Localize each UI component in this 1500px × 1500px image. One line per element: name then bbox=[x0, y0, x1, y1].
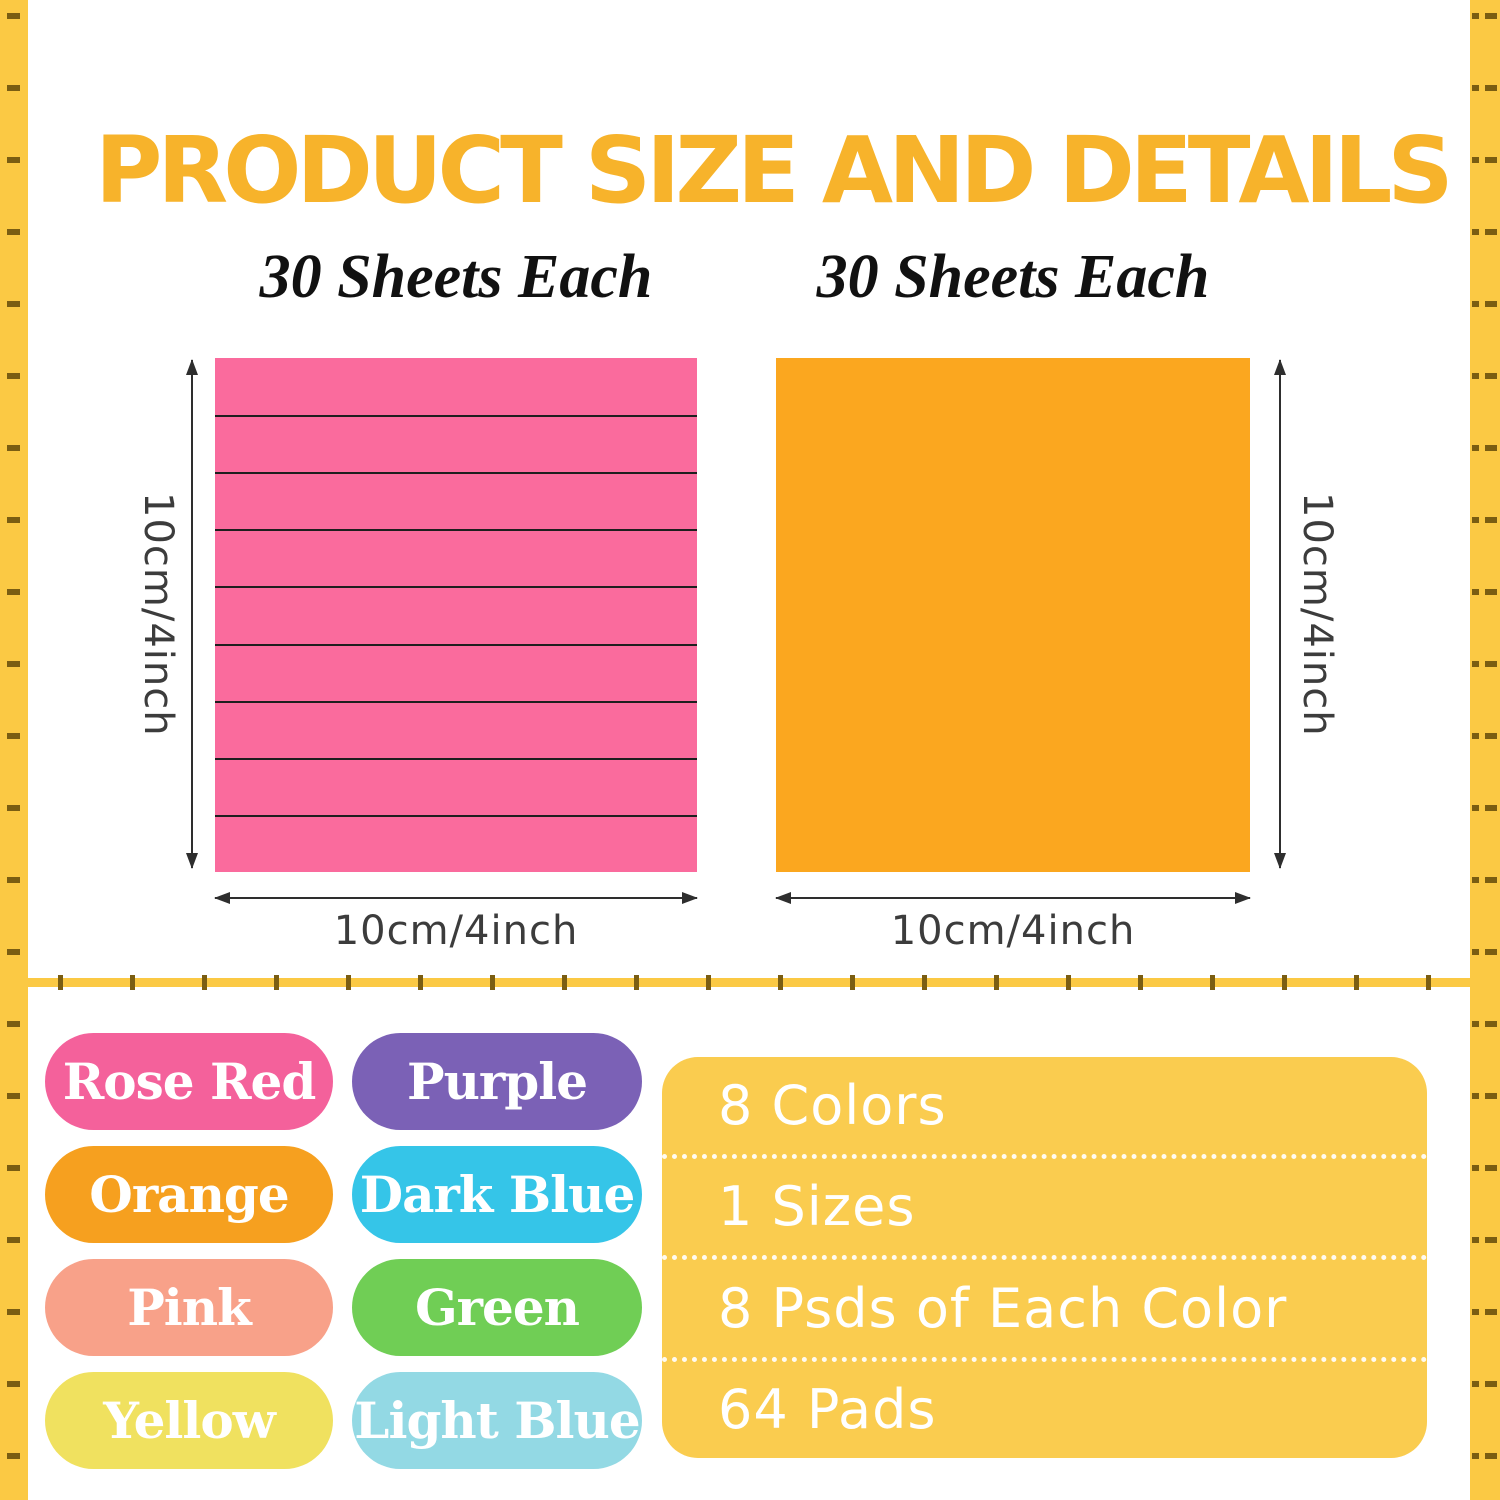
page-title: PRODUCT SIZE AND DETAILS bbox=[95, 116, 1454, 224]
color-pill-green: Green bbox=[352, 1259, 642, 1356]
horizontal-ruler-ticks bbox=[28, 975, 1470, 990]
note-rule-line bbox=[215, 586, 697, 589]
width-dimension-arrow-right bbox=[775, 892, 1251, 904]
pink-lined-note bbox=[215, 358, 697, 872]
height-dimension-label-right: 10cm/4inch bbox=[1294, 491, 1340, 737]
width-dimension-arrow-left bbox=[214, 892, 698, 904]
color-pill-dark-blue: Dark Blue bbox=[352, 1146, 642, 1243]
left-ruler-ticks bbox=[7, 0, 20, 1500]
height-dimension-arrow-left bbox=[186, 359, 198, 869]
color-pill-light-blue: Light Blue bbox=[352, 1372, 642, 1469]
color-pill-rose-red: Rose Red bbox=[45, 1033, 333, 1130]
orange-blank-note bbox=[776, 358, 1250, 872]
note-rule-line bbox=[215, 472, 697, 475]
color-pill-yellow: Yellow bbox=[45, 1372, 333, 1469]
sheet-count-label-left: 30 Sheets Each bbox=[259, 243, 653, 311]
note-rule-line bbox=[215, 643, 697, 646]
width-dimension-label-left: 10cm/4inch bbox=[333, 908, 579, 954]
product-details-box: 8 Colors 1 Sizes 8 Psds of Each Color 64… bbox=[662, 1057, 1427, 1458]
detail-total-pads: 64 Pads bbox=[718, 1378, 937, 1442]
right-ruler-ticks-small bbox=[1472, 0, 1479, 1500]
detail-pads-per-color: 8 Psds of Each Color bbox=[662, 1260, 1427, 1362]
color-pill-orange: Orange bbox=[45, 1146, 333, 1243]
width-dimension-label-right: 10cm/4inch bbox=[890, 908, 1136, 954]
height-dimension-label-left: 10cm/4inch bbox=[135, 491, 181, 737]
right-ruler-border bbox=[1470, 0, 1500, 1500]
horizontal-ruler-divider bbox=[28, 975, 1470, 990]
note-rule-line bbox=[215, 415, 697, 418]
detail-sizes-count: 1 Sizes bbox=[662, 1159, 1427, 1260]
color-pill-purple: Purple bbox=[352, 1033, 642, 1130]
sheet-count-label-right: 30 Sheets Each bbox=[816, 243, 1210, 311]
note-rule-line bbox=[215, 529, 697, 532]
color-pill-grid: Rose Red Purple Orange Dark Blue Pink Gr… bbox=[45, 1033, 642, 1469]
note-rule-line bbox=[215, 757, 697, 760]
note-rule-line bbox=[215, 814, 697, 817]
left-ruler-border bbox=[0, 0, 28, 1500]
detail-colors-count: 8 Colors bbox=[662, 1057, 1427, 1159]
note-rule-line bbox=[215, 700, 697, 703]
color-pill-pink: Pink bbox=[45, 1259, 333, 1356]
right-ruler-ticks-big bbox=[1485, 0, 1497, 1500]
height-dimension-arrow-right bbox=[1274, 359, 1286, 869]
